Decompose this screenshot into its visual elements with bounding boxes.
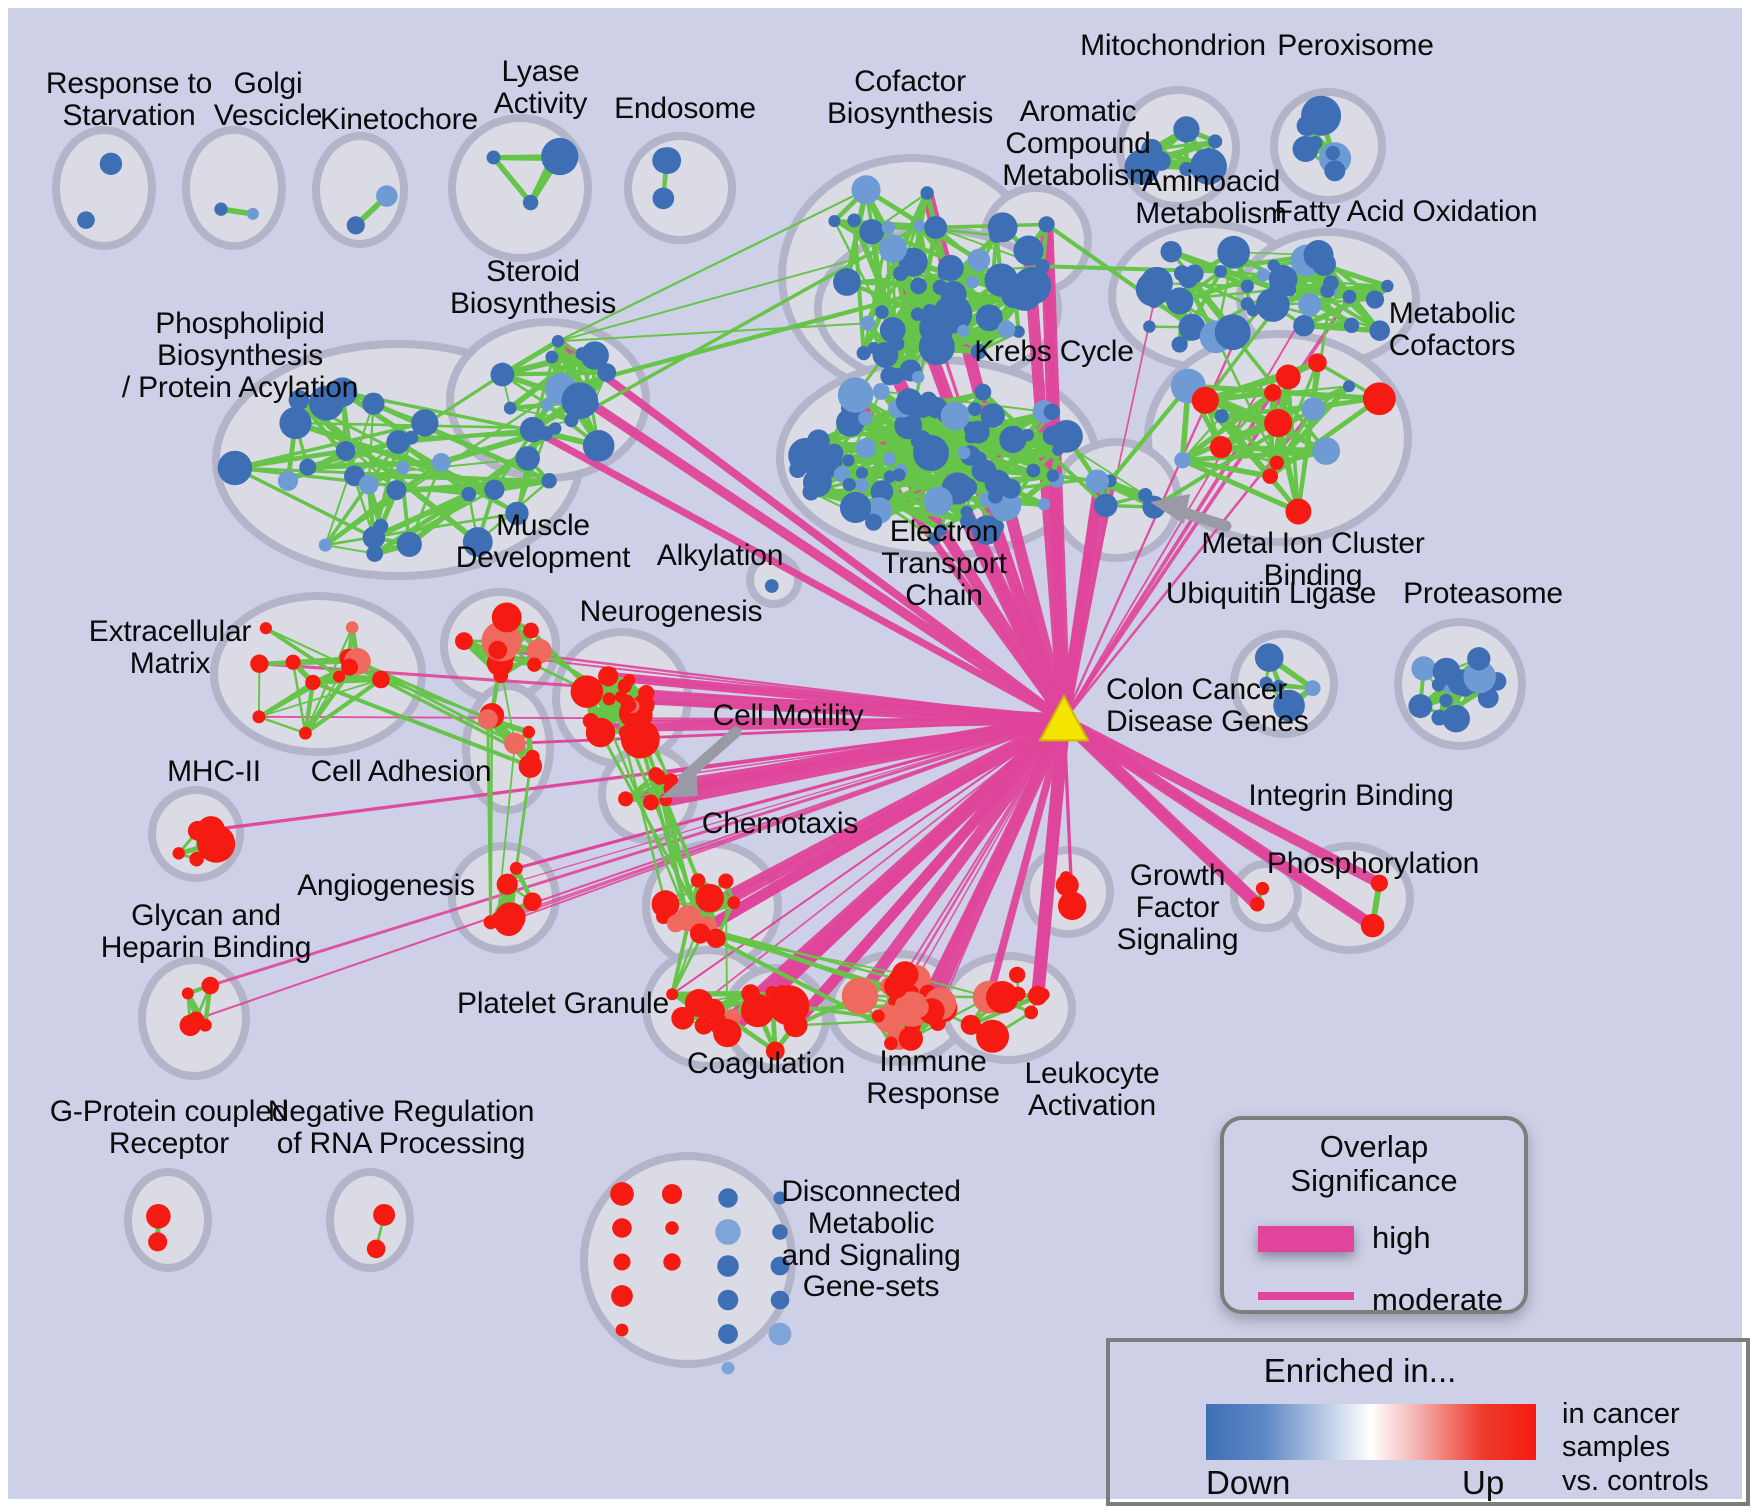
cluster-label-steroid-biosynthesis: Steroid Biosynthesis [449, 255, 616, 320]
cluster-label-mitochondrion: Mitochondrion [1080, 29, 1266, 62]
cluster-label-aromatic-compound-metabolism: Aromatic Compound Metabolism [1002, 95, 1154, 192]
cluster-label-chemotaxis: Chemotaxis [701, 807, 859, 840]
hub-label: Colon Cancer Disease Genes [1106, 673, 1309, 738]
legend-moderate-swatch [1258, 1292, 1354, 1300]
cluster-label-kinetochore: Kinetochore [320, 103, 478, 136]
cluster-label-fatty-acid-oxidation: Fatty Acid Oxidation [1274, 195, 1538, 228]
cluster-label-immune-response: Immune Response [866, 1045, 1000, 1110]
cluster-label-response-to-starvation: Response to Starvation [45, 67, 213, 132]
cluster-label-alkylation: Alkylation [656, 539, 784, 572]
cluster-label-lyase-activity: Lyase Activity [493, 55, 588, 120]
cluster-label-metal-ion-cluster-binding: Metal Ion Cluster Binding [1201, 527, 1425, 592]
cluster-label-leukocyte-activation: Leukocyte Activation [1024, 1057, 1160, 1122]
gene-set-nodes [77, 95, 1507, 1375]
cluster-label-negative-regulation-rna-processing: Negative Regulation of RNA Processing [267, 1095, 535, 1160]
network-canvas: Response to Starvation Golgi Vescicle Kine… [8, 8, 1750, 1506]
legend-down-label: Down [1206, 1464, 1291, 1501]
cluster-label-growth-factor-signaling: Growth Factor Signaling [1116, 859, 1239, 956]
cluster-label-endosome: Endosome [614, 92, 756, 125]
cluster-label-angiogenesis: Angiogenesis [297, 869, 475, 902]
cluster-label-cell-motility: Cell Motility [712, 699, 864, 732]
cluster-label-g-protein-coupled-receptor: G-Protein coupled Receptor [49, 1095, 289, 1160]
cluster-label-mhc-ii: MHC-II [167, 755, 261, 788]
cluster-label-coagulation: Coagulation [687, 1047, 845, 1080]
cluster-label-neurogenesis: Neurogenesis [579, 595, 763, 628]
cluster-label-proteasome: Proteasome [1403, 577, 1563, 610]
cluster-label-disconnected-gene-sets: Disconnected Metabolic and Signaling Gen… [781, 1175, 961, 1304]
network-graphics [52, 86, 1526, 1375]
cluster-label-phospholipid-biosynthesis: Phospholipid Biosynthesis / Protein Acyl… [121, 307, 359, 404]
cluster-label-electron-transport-chain: Electron Transport Chain [881, 515, 1007, 612]
metal-ion-cluster-binding-arrow [1150, 494, 1232, 532]
cluster-label-aminoacid-metabolism: Aminoacid Metabolism [1135, 165, 1287, 230]
cluster-label-metabolic-cofactors: Metabolic Cofactors [1388, 297, 1516, 362]
cluster-label-platelet-granule: Platelet Granule [457, 987, 669, 1020]
legend-overlap-significance: Overlap Significance high moderate [1220, 1116, 1528, 1317]
cluster-label-glycan-heparin-binding: Glycan and Heparin Binding [100, 899, 312, 964]
legend-enriched-in: Enriched in... Down Up in cancer samples… [1106, 1338, 1750, 1506]
legend-enriched-side-label: in cancer samples vs. controls [1562, 1398, 1709, 1497]
cluster-label-cell-adhesion: Cell Adhesion [310, 755, 492, 788]
legend-overlap-title: Overlap Significance [1290, 1129, 1458, 1199]
legend-high-swatch [1258, 1226, 1354, 1252]
cluster-label-muscle-development: Muscle Development [455, 509, 631, 574]
callout-arrows [660, 494, 1232, 798]
cluster-label-extracellular-matrix: Extracellular Matrix [88, 615, 252, 680]
cluster-label-ubiquitin-ligase: Ubiquitin Ligase [1165, 577, 1377, 610]
cell-motility-arrow [660, 726, 742, 798]
hub-node[interactable] [1038, 693, 1090, 742]
legend-up-label: Up [1462, 1464, 1505, 1501]
legend-moderate-label: moderate [1372, 1282, 1503, 1317]
cluster-label-peroxisome: Peroxisome [1277, 29, 1434, 62]
cluster-label-cofactor-biosynthesis: Cofactor Biosynthesis [826, 65, 993, 130]
cluster-label-golgi-vescicle: Golgi Vescicle [213, 67, 323, 132]
cluster-label-krebs-cycle: Krebs Cycle [974, 335, 1134, 368]
cluster-label-integrin-binding: Integrin Binding [1248, 779, 1454, 812]
legend-color-ramp [1206, 1404, 1536, 1460]
legend-enriched-title: Enriched in... [1263, 1352, 1457, 1389]
cluster-label-phosphorylation: Phosphorylation [1266, 847, 1480, 880]
legend-high-label: high [1372, 1220, 1431, 1255]
